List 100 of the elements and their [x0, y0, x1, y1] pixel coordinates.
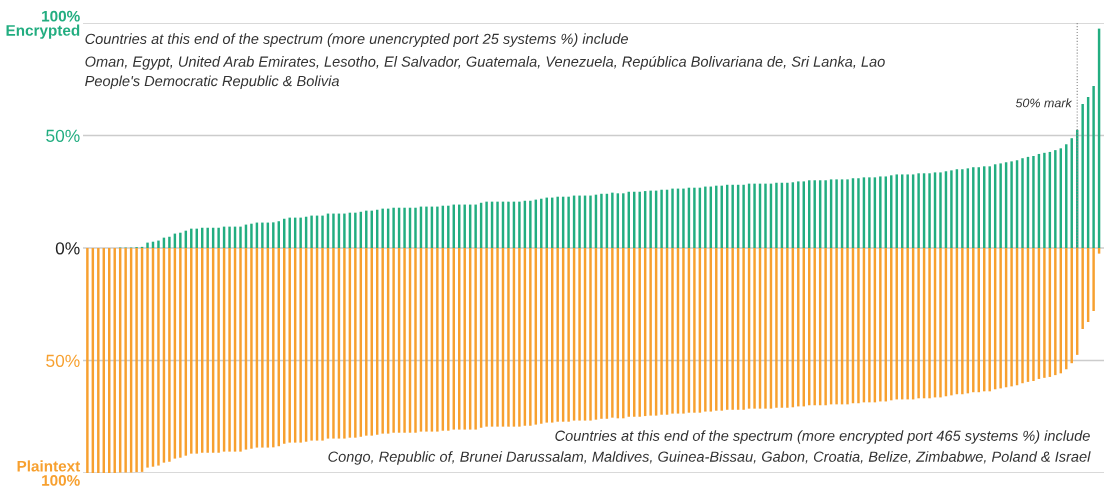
annotation: Congo, Republic of, Brunei Darussalam, Maldives, Guinea-Bissau, Gabon, Croatia, Belize, Zimbabwe, Poland & Israel [328, 451, 1091, 465]
bar [496, 248, 499, 427]
bar [124, 248, 127, 473]
bar [868, 177, 871, 248]
bar [239, 248, 242, 452]
bar [868, 248, 871, 403]
bar [250, 248, 253, 449]
bar [474, 248, 477, 430]
bar [1043, 152, 1046, 248]
bar [939, 172, 942, 248]
bar [693, 187, 696, 248]
bar [414, 248, 417, 433]
bar [704, 186, 707, 248]
bar [742, 248, 745, 410]
bar [354, 248, 357, 438]
bar [190, 228, 193, 248]
bar [835, 179, 838, 248]
bar [797, 248, 800, 407]
bar [857, 248, 860, 404]
bar [589, 248, 592, 421]
bar [146, 242, 149, 248]
bar [622, 248, 625, 419]
y-tick-label: 0% [55, 242, 80, 255]
bar [999, 248, 1002, 389]
bar [135, 248, 138, 473]
bar [660, 189, 663, 248]
y-tick-label: 50% [46, 354, 80, 367]
bar [1010, 161, 1013, 248]
bar [217, 248, 220, 453]
bar [299, 248, 302, 443]
bar [261, 248, 264, 448]
annotation: Oman, Egypt, United Arab Emirates, Lesotho, El Salvador, Guatemala, Venezuela, República Bolivariana de, Sri Lanka, Lao People's Democratic Republic & Bolivia [85, 55, 885, 90]
bar [1043, 248, 1046, 378]
bar [392, 207, 395, 248]
bar [649, 248, 652, 416]
bar [354, 212, 357, 248]
bar [288, 217, 291, 248]
bar [704, 248, 707, 412]
bar [764, 248, 767, 409]
bar [950, 248, 953, 396]
bar [731, 184, 734, 248]
bar [436, 206, 439, 248]
bar [321, 248, 324, 441]
bar [1021, 248, 1024, 384]
bar [556, 248, 559, 422]
bar [1081, 104, 1084, 248]
bar [321, 215, 324, 248]
bar [168, 248, 171, 462]
bar [168, 236, 171, 248]
bar [157, 248, 160, 466]
bar [332, 213, 335, 248]
bar [425, 206, 428, 248]
bar [786, 182, 789, 248]
bar [857, 178, 860, 248]
bar [682, 188, 685, 248]
bar [742, 184, 745, 248]
bar [567, 196, 570, 248]
annotation: 50% mark [1015, 98, 1073, 108]
bar [813, 180, 816, 248]
bar [272, 248, 275, 448]
bar [715, 185, 718, 248]
bar [425, 248, 428, 432]
annotation: Countries at this end of the spectrum (more unencrypted port 25 systems %) include [85, 33, 628, 47]
bar [86, 248, 89, 473]
bar [288, 248, 291, 443]
bar [403, 248, 406, 433]
bar [474, 204, 477, 248]
bar [228, 248, 231, 452]
bar [988, 166, 991, 248]
bar [813, 248, 816, 406]
bar [1054, 248, 1057, 376]
bar [343, 213, 346, 248]
bar [250, 223, 253, 248]
bar [972, 248, 975, 393]
bar [190, 248, 193, 454]
bar [567, 248, 570, 422]
bar [485, 201, 488, 248]
bar [179, 232, 182, 248]
bar [507, 248, 510, 427]
bar [436, 248, 439, 432]
bar [622, 193, 625, 248]
bar [381, 208, 384, 248]
bar [638, 248, 641, 417]
y-tick-label: Plaintext 100% [17, 460, 81, 486]
bar [917, 248, 920, 399]
bar [999, 163, 1002, 248]
bar [611, 192, 614, 248]
bar [529, 200, 532, 248]
bar [715, 248, 718, 411]
bar [671, 188, 674, 248]
bar [846, 179, 849, 248]
bar [365, 248, 368, 436]
bar [879, 248, 882, 402]
bar [671, 248, 674, 414]
bar [310, 248, 313, 441]
bar [518, 201, 521, 248]
bar [731, 248, 734, 410]
bar [961, 169, 964, 248]
bar [206, 248, 209, 453]
bar [217, 227, 220, 248]
